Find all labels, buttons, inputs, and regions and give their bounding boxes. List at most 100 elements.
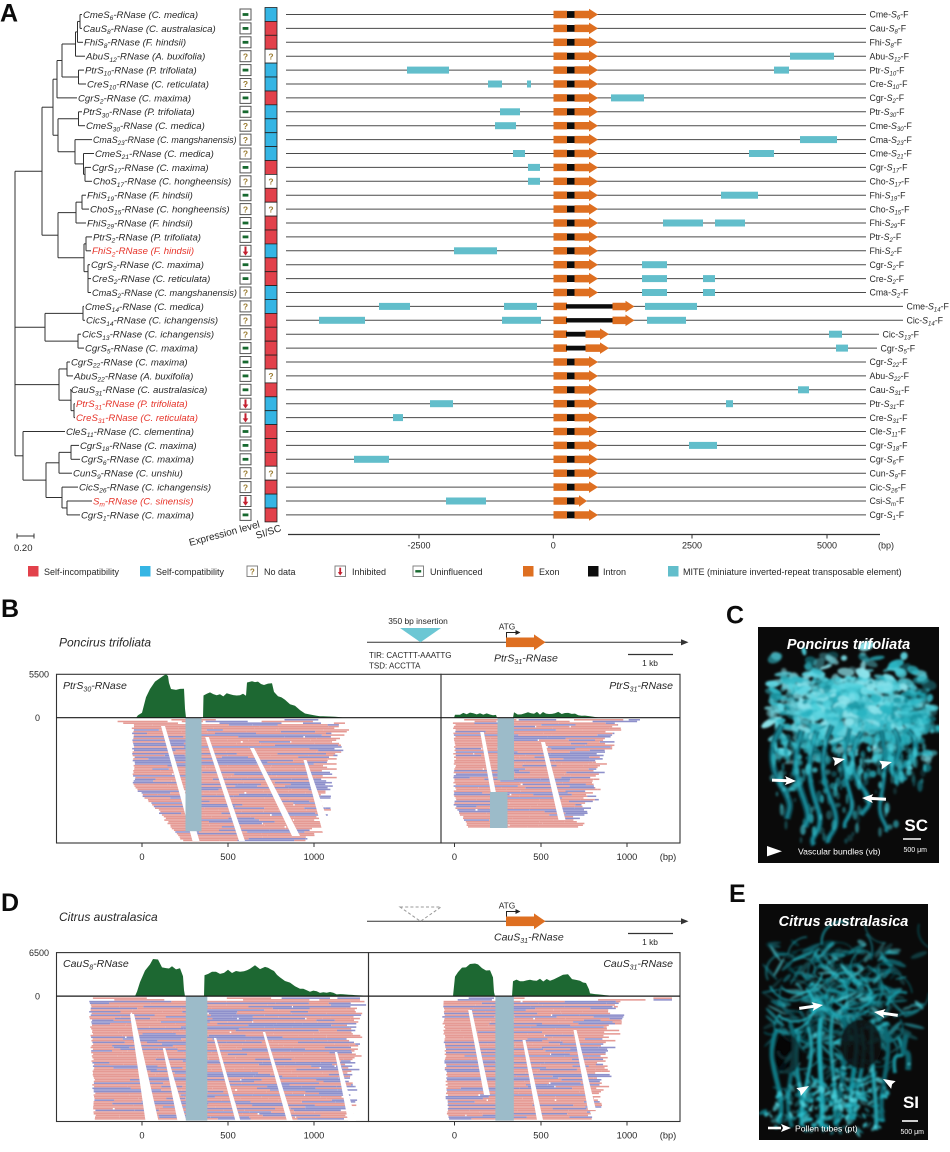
svg-text:Exon: Exon — [539, 567, 560, 577]
svg-text:ATG: ATG — [499, 622, 516, 632]
svg-text:?: ? — [250, 568, 255, 577]
svg-text:FhiS29-RNase (F. hindsii): FhiS29-RNase (F. hindsii) — [87, 218, 193, 230]
svg-text:CreS2-RNase (C. reticulata): CreS2-RNase (C. reticulata) — [92, 274, 210, 286]
svg-text:Poncirus trifoliata: Poncirus trifoliata — [787, 637, 910, 653]
svg-text:CgrS1-RNase (C. maxima): CgrS1-RNase (C. maxima) — [81, 510, 194, 522]
svg-text:PtrS30-RNase (P. trifoliata): PtrS30-RNase (P. trifoliata) — [83, 107, 195, 119]
svg-text:CicS26-RNase (C. ichangensis): CicS26-RNase (C. ichangensis) — [79, 483, 211, 495]
svg-text:CmeS30-RNase (C. medica): CmeS30-RNase (C. medica) — [86, 121, 205, 133]
svg-text:0: 0 — [139, 852, 144, 862]
svg-text:TSD: ACCTTA: TSD: ACCTTA — [369, 662, 421, 671]
svg-text:PtrS2-RNase (P. trifoliata): PtrS2-RNase (P. trifoliata) — [93, 232, 201, 244]
svg-text:AbuS12-RNase (A. buxifolia): AbuS12-RNase (A. buxifolia) — [85, 52, 205, 64]
svg-text:Vascular bundles (vb): Vascular bundles (vb) — [798, 847, 881, 857]
svg-text:500: 500 — [533, 852, 549, 862]
svg-text:Sm-RNase (C. sinensis): Sm-RNase (C. sinensis) — [93, 496, 193, 508]
svg-text:CmeS14-RNase (C. medica): CmeS14-RNase (C. medica) — [85, 302, 204, 314]
svg-text:?: ? — [243, 316, 248, 326]
svg-text:?: ? — [243, 135, 248, 145]
svg-text:?: ? — [243, 302, 248, 312]
svg-text:CreS31-RNase (C. reticulata): CreS31-RNase (C. reticulata) — [76, 413, 198, 425]
svg-text:ChoS17-RNase (C. hongheensis): ChoS17-RNase (C. hongheensis) — [93, 177, 231, 189]
svg-text:1 kb: 1 kb — [642, 937, 658, 947]
svg-text:Poncirus trifoliata: Poncirus trifoliata — [59, 636, 151, 650]
svg-text:?: ? — [268, 51, 273, 61]
svg-text:SI: SI — [903, 1093, 919, 1112]
svg-text:A: A — [0, 0, 18, 28]
svg-text:D: D — [1, 889, 19, 917]
svg-text:0.20: 0.20 — [14, 543, 33, 554]
svg-text:CauS31-RNase: CauS31-RNase — [603, 958, 673, 971]
svg-text:-2500: -2500 — [407, 541, 430, 551]
svg-text:?: ? — [268, 177, 273, 187]
svg-text:?: ? — [243, 177, 248, 187]
svg-text:0: 0 — [35, 992, 40, 1002]
svg-text:CauS8-RNase (C. australasica): CauS8-RNase (C. australasica) — [83, 24, 216, 36]
svg-text:?: ? — [243, 79, 248, 89]
svg-text:CauS8-RNase: CauS8-RNase — [63, 958, 129, 971]
svg-text:(bp): (bp) — [878, 541, 894, 551]
svg-text:1000: 1000 — [617, 1131, 638, 1141]
svg-text:CgrS6-RNase (C. maxima): CgrS6-RNase (C. maxima) — [81, 455, 194, 467]
svg-text:2500: 2500 — [682, 541, 702, 551]
svg-text:?: ? — [268, 204, 273, 214]
svg-text:PtrS30-RNase: PtrS30-RNase — [63, 680, 127, 693]
svg-text:?: ? — [243, 329, 248, 339]
svg-text:500: 500 — [220, 1131, 236, 1141]
svg-text:5000: 5000 — [817, 541, 837, 551]
svg-text:CunS9-RNase (C. unshiu): CunS9-RNase (C. unshiu) — [73, 469, 183, 481]
svg-text:500: 500 — [220, 852, 236, 862]
svg-text:Uninfluenced: Uninfluenced — [430, 567, 483, 577]
svg-text:PtrS10-RNase (P. trifoliata): PtrS10-RNase (P. trifoliata) — [85, 66, 197, 78]
svg-text:?: ? — [268, 468, 273, 478]
svg-text:PtrS31-RNase: PtrS31-RNase — [609, 680, 673, 693]
svg-text:Intron: Intron — [603, 567, 626, 577]
svg-text:No data: No data — [264, 567, 296, 577]
svg-text:CauS31-RNase: CauS31-RNase — [494, 932, 564, 945]
svg-text:CgrS22-RNase (C. maxima): CgrS22-RNase (C. maxima) — [71, 357, 188, 369]
svg-text:Citrus australasica: Citrus australasica — [779, 914, 909, 930]
svg-text:?: ? — [243, 468, 248, 478]
svg-text:CgrS5-RNase (C. maxima): CgrS5-RNase (C. maxima) — [85, 344, 198, 356]
svg-text:AbuS22-RNase (A. buxifolia): AbuS22-RNase (A. buxifolia) — [73, 371, 193, 383]
svg-text:CmeS21-RNase (C. medica): CmeS21-RNase (C. medica) — [95, 149, 214, 161]
svg-text:B: B — [1, 595, 19, 623]
svg-text:Inhibited: Inhibited — [352, 567, 386, 577]
svg-text:CmeS6-RNase (C. medica): CmeS6-RNase (C. medica) — [83, 10, 198, 22]
svg-text:CgrS2-RNase (C. maxima): CgrS2-RNase (C. maxima) — [91, 260, 204, 272]
svg-text:6500: 6500 — [29, 948, 49, 958]
svg-text:CleS11-RNase (C. clementina): CleS11-RNase (C. clementina) — [66, 427, 194, 439]
svg-text:ATG: ATG — [499, 901, 516, 911]
svg-text:350 bp insertion: 350 bp insertion — [388, 616, 448, 626]
svg-text:E: E — [729, 880, 746, 908]
svg-text:0: 0 — [452, 852, 457, 862]
svg-text:500: 500 — [533, 1131, 549, 1141]
svg-text:(bp): (bp) — [660, 852, 677, 862]
svg-text:Citrus australasica: Citrus australasica — [59, 910, 158, 924]
svg-text:1 kb: 1 kb — [642, 658, 658, 668]
svg-text:1000: 1000 — [304, 852, 325, 862]
svg-text:CicS14-RNase (C. ichangensis): CicS14-RNase (C. ichangensis) — [86, 316, 218, 328]
svg-text:?: ? — [243, 51, 248, 61]
svg-text:CgrS18-RNase (C. maxima): CgrS18-RNase (C. maxima) — [80, 441, 197, 453]
svg-text:FhiS8-RNase (F. hindsii): FhiS8-RNase (F. hindsii) — [84, 38, 186, 50]
svg-text:SC: SC — [904, 816, 928, 835]
svg-text:(bp): (bp) — [660, 1131, 677, 1141]
svg-text:Pollen tubes (pt): Pollen tubes (pt) — [795, 1124, 858, 1134]
svg-text:0: 0 — [452, 1131, 457, 1141]
svg-text:MITE (miniature inverted-repea: MITE (miniature inverted-repeat transpos… — [683, 567, 902, 577]
svg-text:FhiS19-RNase (F. hindsii): FhiS19-RNase (F. hindsii) — [87, 191, 193, 203]
svg-text:CauS31-RNase (C. australasica): CauS31-RNase (C. australasica) — [71, 385, 207, 397]
svg-text:?: ? — [243, 204, 248, 214]
svg-text:CreS10-RNase (C. reticulata): CreS10-RNase (C. reticulata) — [87, 79, 209, 91]
svg-text:0: 0 — [551, 541, 556, 551]
svg-text:5500: 5500 — [29, 670, 49, 680]
svg-text:CicS13-RNase (C. ichangensis): CicS13-RNase (C. ichangensis) — [82, 330, 214, 342]
svg-text:PtrS31-RNase: PtrS31-RNase — [494, 653, 558, 666]
svg-text:?: ? — [243, 482, 248, 492]
svg-text:0: 0 — [35, 713, 40, 723]
svg-text:1000: 1000 — [304, 1131, 325, 1141]
svg-text:Self-compatibility: Self-compatibility — [156, 567, 225, 577]
svg-text:PtrS31-RNase (P. trifoliata): PtrS31-RNase (P. trifoliata) — [76, 399, 188, 411]
svg-text:0: 0 — [139, 1131, 144, 1141]
